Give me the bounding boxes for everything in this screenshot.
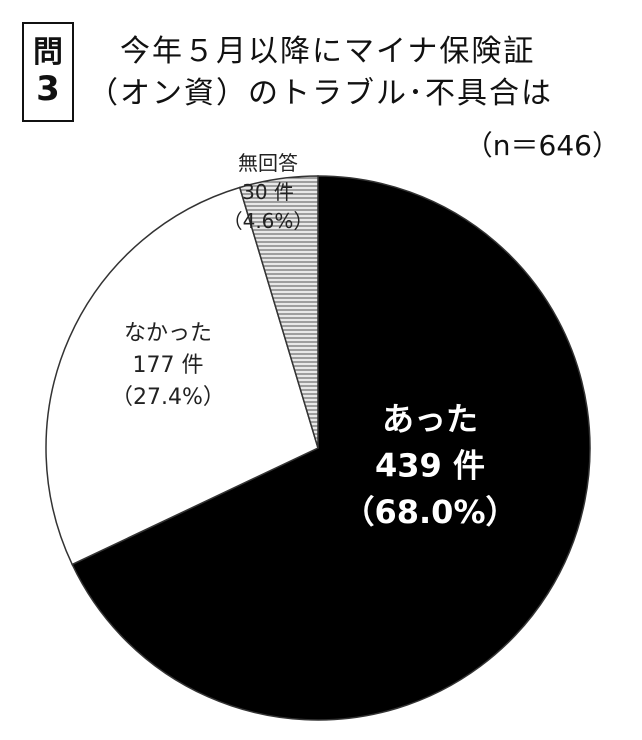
- slice-label-name-1: あった: [382, 400, 478, 438]
- chart-title-line1: 今年５月以降にマイナ保険証: [120, 34, 536, 69]
- question-number-box: 問 3: [22, 22, 74, 122]
- sample-size: （n＝646）: [464, 129, 620, 162]
- pie-slice-1: [71, 175, 591, 721]
- question-mark: 問: [33, 35, 63, 70]
- slice-label-name-3: 無回答: [238, 151, 298, 175]
- pie-slice-3: [238, 175, 319, 449]
- slice-label-percent-3: （4.6%）: [223, 209, 314, 233]
- pie-slice-2: [45, 186, 319, 566]
- slice-label-percent-2: （27.4%）: [111, 385, 225, 410]
- slice-label-count-2: 177 件: [133, 353, 204, 378]
- slice-label-count-1: 439 件: [375, 446, 485, 484]
- slice-label-percent-1: （68.0%）: [342, 493, 517, 531]
- chart-title-line2: （オン資）のトラブル･不具合は: [88, 76, 553, 111]
- slice-label-count-3: 30 件: [242, 180, 294, 204]
- slice-label-name-2: なかった: [124, 321, 212, 346]
- question-number: 3: [36, 69, 60, 109]
